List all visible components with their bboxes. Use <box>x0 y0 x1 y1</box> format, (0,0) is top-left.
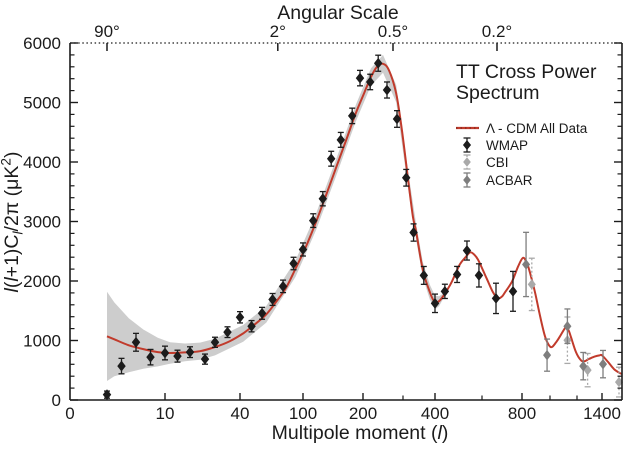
legend-label-cbi: CBI <box>486 155 509 170</box>
x-tick-label: 400 <box>421 404 449 423</box>
axis-title-fragment: ) <box>0 151 23 159</box>
wmap-data-point <box>462 245 472 256</box>
axis-title-fragment: /2π (μK <box>0 165 23 232</box>
wmap-data-point <box>409 227 418 238</box>
wmap-data-point <box>355 72 365 84</box>
x-tick-label: 0 <box>65 404 74 423</box>
axis-title-fragment: l <box>437 422 442 444</box>
wmap-data-point <box>336 134 346 146</box>
x-tick-label: 200 <box>349 404 377 423</box>
wmap-data-point <box>298 244 308 255</box>
legend-label-wmap: WMAP <box>486 138 528 153</box>
y-tick-label: 1000 <box>23 332 61 351</box>
wmap-data-point <box>508 285 518 297</box>
wmap-data-point <box>160 347 170 359</box>
wmap-data-point <box>491 292 501 304</box>
axis-title-fragment: ) <box>441 422 449 444</box>
x-tick-label: 1400 <box>583 404 621 423</box>
x-tick-label: 40 <box>231 404 250 423</box>
wmap-data-point <box>235 311 245 323</box>
axis-title-fragment: l <box>0 277 23 282</box>
wmap-data-point <box>401 172 411 184</box>
acbar-data-point <box>579 360 588 372</box>
wmap-data-point <box>452 269 462 280</box>
legend-label-acbar: ACBAR <box>486 173 533 188</box>
y-tick-label: 3000 <box>23 213 61 232</box>
wmap-data-point <box>419 269 429 281</box>
angular-scale-tick-label: 0.2° <box>482 22 512 41</box>
angular-scale-tick-label: 2° <box>270 22 286 41</box>
lcdm-model-curve <box>106 62 623 375</box>
legend-title: TT Cross Power Spectrum <box>456 61 597 105</box>
acbar-data-point <box>598 358 608 370</box>
wmap-data-point <box>430 297 440 309</box>
cbi-data-point <box>583 364 592 376</box>
top-axis-title: Angular Scale <box>277 2 399 24</box>
wmap-data-point <box>268 294 277 305</box>
y-axis-title: l(l+1)Cl/2π (μK2) <box>0 151 26 293</box>
axis-title-fragment: Multipole moment ( <box>271 422 438 444</box>
axis-title-fragment: +1)C <box>0 234 23 278</box>
wmap-data-point <box>318 193 328 205</box>
wmap-data-point <box>382 84 392 96</box>
wmap-data-point <box>185 346 195 358</box>
wmap-data-point <box>373 57 383 69</box>
acbar-data-point <box>563 321 572 332</box>
acbar-data-point <box>543 349 552 361</box>
axis-title-fragment: l <box>0 288 23 293</box>
wmap-data-point <box>347 110 357 122</box>
angular-scale-tick-label: 90° <box>94 22 120 41</box>
axis-title-fragment: ( <box>0 281 23 289</box>
cbi-data-point <box>527 279 536 290</box>
y-tick-label: 4000 <box>23 153 61 172</box>
wmap-data-point <box>392 113 402 125</box>
y-tick-label: 6000 <box>23 34 61 53</box>
acbar-data-point <box>522 259 531 270</box>
wmap-data-point <box>474 269 484 281</box>
wmap-data-point <box>440 285 450 297</box>
wmap-data-point <box>117 360 126 372</box>
legend-acbar-symbol <box>463 175 471 185</box>
wmap-data-point <box>200 353 210 365</box>
x-tick-label: 100 <box>289 404 317 423</box>
legend-cbi-symbol <box>463 157 471 167</box>
wmap-data-point <box>146 351 155 363</box>
wmap-data-point <box>173 350 182 362</box>
wmap-data-point <box>278 280 288 292</box>
x-tick-label: 10 <box>156 404 175 423</box>
y-tick-label: 0 <box>52 391 61 410</box>
wmap-data-point <box>257 307 267 319</box>
wmap-data-point <box>289 258 298 269</box>
wmap-data-point <box>131 336 141 348</box>
cosmic-variance-band <box>107 54 447 382</box>
legend-label-lcdm-model: Λ - CDM All Data <box>486 121 588 136</box>
wmap-data-point <box>223 326 232 338</box>
y-tick-label: 2000 <box>23 272 61 291</box>
wmap-data-point <box>365 76 375 88</box>
x-axis-title: Multipole moment (l) <box>230 422 490 445</box>
wmap-data-point <box>210 336 220 348</box>
legend-wmap-symbol <box>462 140 472 150</box>
wmap-data-point <box>326 153 336 165</box>
x-tick-label: 800 <box>508 404 536 423</box>
y-tick-label: 5000 <box>23 94 61 113</box>
angular-scale-tick-label: 0.5° <box>378 22 408 41</box>
wmap-data-point <box>308 215 318 227</box>
wmap-data-point <box>247 320 256 332</box>
